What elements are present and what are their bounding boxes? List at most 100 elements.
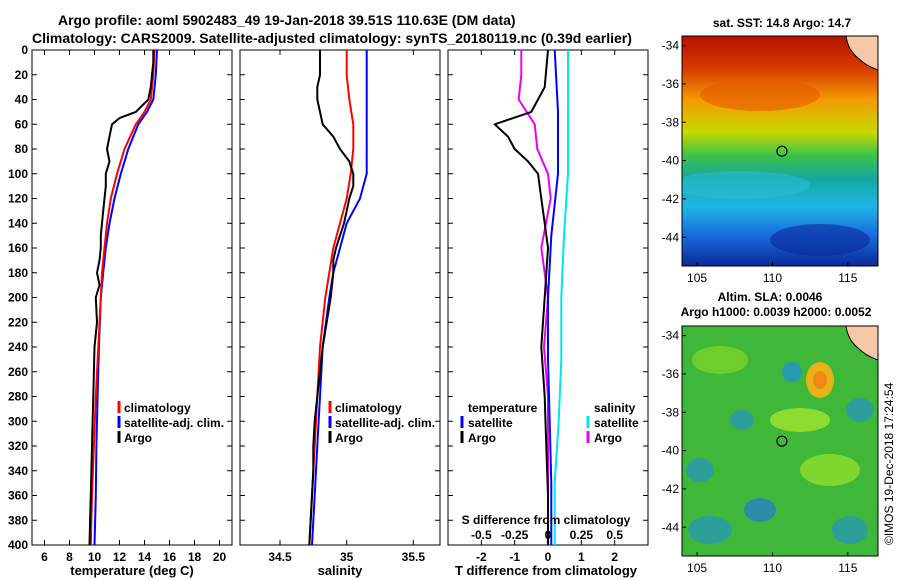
- x-tick-label: 2: [611, 550, 618, 564]
- x-tick-label: 6: [41, 550, 48, 564]
- legend-label-t-argo: Argo: [468, 431, 496, 445]
- lat-tick-label: -36: [662, 77, 680, 91]
- imos-stamp: ©IMOS 19-Dec-2018 17:24:54: [882, 382, 896, 545]
- sst-map-axes: 105 110 115 -34 -36 -38 -40 -42 -44: [662, 39, 858, 285]
- lat-tick-label: -38: [662, 115, 680, 129]
- difference-lines: [493, 49, 569, 545]
- temperature-x-label: temperature (deg C): [70, 563, 194, 578]
- depth-tick-label: 240: [8, 340, 28, 354]
- salinity-legend: climatology satellite-adj. clim. Argo: [328, 401, 435, 445]
- climatology-line: [89, 49, 156, 546]
- depth-tick-label: 20: [15, 68, 29, 82]
- climatology-line: [308, 50, 355, 546]
- x-tick-label: 0: [545, 550, 552, 564]
- depth-tick-label: 300: [8, 414, 28, 428]
- lon-tick-label: 105: [687, 561, 707, 575]
- title-line-2: Climatology: CARS2009. Satellite-adjuste…: [32, 30, 632, 46]
- depth-tick-label: 220: [8, 315, 28, 329]
- salinity-lines: [308, 50, 368, 546]
- temperature-lines: [88, 49, 158, 546]
- argo-line: [308, 50, 355, 546]
- depth-tick-label: 180: [8, 266, 28, 280]
- temperature-x-ticks: 6 8 10 12 14 16 18 20: [41, 50, 226, 564]
- sst-cool-patch: [682, 171, 810, 199]
- lat-tick-label: -34: [662, 39, 680, 53]
- argo-position-marker: [776, 435, 788, 447]
- sla-land-australia: [845, 326, 878, 361]
- argo-position-marker: [776, 145, 788, 157]
- x-tick-label: 16: [163, 550, 177, 564]
- argo-line: [88, 50, 155, 546]
- legend-label-climatology: climatology: [335, 401, 402, 415]
- legend-label-satellite-adj: satellite-adj. clim.: [335, 416, 435, 430]
- lon-tick-label: 105: [687, 271, 707, 285]
- sla-blob: [770, 408, 830, 432]
- x-tick-label: 10: [88, 550, 102, 564]
- lat-tick-label: -38: [662, 405, 680, 419]
- x-tick-label: 34.5: [268, 550, 292, 564]
- sla-map-frame: [681, 325, 879, 557]
- x-tick-label: 1: [578, 550, 585, 564]
- depth-tick-label: 60: [15, 117, 29, 131]
- depth-tick-label: 140: [8, 216, 28, 230]
- s-satellite-line: [553, 50, 569, 545]
- sla-map-subtitle: Argo h1000: 0.0039 h2000: 0.0052: [681, 305, 872, 319]
- legend-label-t-satellite: satellite: [468, 416, 513, 430]
- lat-tick-label: -36: [662, 367, 680, 381]
- sla-map-title: Altim. SLA: 0.0046: [718, 290, 823, 304]
- legend-label-s-argo: Argo: [594, 431, 622, 445]
- sla-blob: [686, 458, 714, 482]
- x-tick-label: 35.5: [402, 550, 426, 564]
- depth-tick-label: 280: [8, 390, 28, 404]
- depth-tick-label: 100: [8, 167, 28, 181]
- sla-blob: [846, 398, 874, 422]
- top-x-tick-label: 0.25: [570, 528, 594, 542]
- legend-label-climatology: climatology: [124, 401, 191, 415]
- salinity-x-label: salinity: [318, 563, 364, 578]
- x-tick-label: -2: [476, 550, 487, 564]
- legend-title-temperature: temperature: [468, 401, 538, 415]
- difference-top-label: S difference from climatology: [462, 513, 631, 527]
- depth-tick-label: 80: [15, 142, 29, 156]
- sla-blob: [692, 346, 748, 374]
- depth-tick-label: 120: [8, 192, 28, 206]
- depth-tick-label: 260: [8, 365, 28, 379]
- depth-tick-label: 0: [21, 43, 28, 57]
- lat-tick-label: -40: [662, 154, 680, 168]
- depth-tick-label: 40: [15, 93, 29, 107]
- depth-tick-label: 160: [8, 241, 28, 255]
- sla-blob: [782, 362, 802, 382]
- lon-tick-label: 110: [763, 561, 782, 575]
- salinity-plot-frame: [239, 49, 441, 546]
- satellite-adj-line: [93, 49, 158, 546]
- sla-map-axes: 105 110 115 -34 -36 -38 -40 -42 -44: [662, 329, 858, 575]
- x-tick-label: 35: [340, 550, 354, 564]
- top-x-tick-label: -0.5: [471, 528, 492, 542]
- lat-tick-label: -34: [662, 329, 680, 343]
- legend-label-satellite-adj: satellite-adj. clim.: [124, 416, 224, 430]
- lon-tick-label: 110: [763, 271, 782, 285]
- sla-map: [682, 326, 878, 556]
- x-tick-label: 18: [188, 550, 202, 564]
- lat-tick-label: -42: [662, 192, 680, 206]
- x-tick-label: 20: [213, 550, 227, 564]
- top-x-tick-label: 0.5: [606, 528, 623, 542]
- difference-top-x-ticks: -0.5 -0.25 0 0.25 0.5: [471, 528, 623, 542]
- lat-tick-label: -40: [662, 444, 680, 458]
- title-line-1: Argo profile: aoml 5902483_49 19-Jan-201…: [58, 12, 516, 28]
- satellite-adj-line: [311, 50, 368, 546]
- temperature-legend: climatology satellite-adj. clim. Argo: [117, 401, 224, 445]
- salinity-x-ticks: 34.5 35 35.5: [268, 50, 425, 564]
- t-satellite-line: [547, 49, 559, 545]
- legend-label-argo: Argo: [124, 431, 152, 445]
- sst-map-frame: [681, 35, 879, 267]
- lat-tick-label: -44: [662, 520, 680, 534]
- t-argo-line: [493, 49, 549, 545]
- s-argo-line: [517, 50, 552, 545]
- lat-tick-label: -44: [662, 230, 680, 244]
- lon-tick-label: 115: [838, 561, 857, 575]
- sla-blob: [730, 410, 754, 430]
- temperature-plot-frame: [31, 49, 233, 546]
- depth-tick-label: 200: [8, 291, 28, 305]
- legend-title-salinity: salinity: [594, 401, 636, 415]
